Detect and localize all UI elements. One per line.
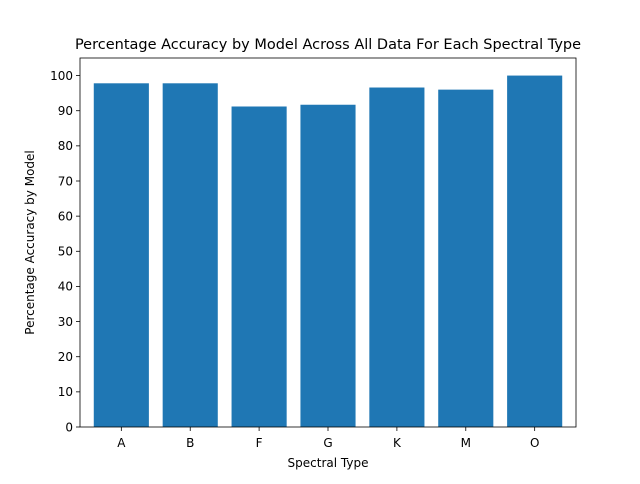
- x-tick-label: O: [530, 436, 539, 450]
- y-tick-label: 30: [58, 315, 73, 329]
- x-axis-label: Spectral Type: [288, 456, 369, 470]
- bar-G: [300, 104, 356, 428]
- chart-title: Percentage Accuracy by Model Across All …: [75, 37, 581, 53]
- y-tick-label: 100: [50, 69, 73, 83]
- bar-K: [369, 87, 425, 428]
- y-tick-label: 90: [58, 104, 73, 118]
- y-tick-label: 10: [58, 385, 73, 399]
- y-tick-label: 20: [58, 350, 73, 364]
- y-tick-label: 80: [58, 139, 73, 153]
- bar-B: [162, 83, 218, 427]
- x-tick-label: K: [393, 436, 402, 450]
- x-tick-label: F: [256, 436, 263, 450]
- bar-F: [231, 106, 287, 428]
- x-tick-label: M: [461, 436, 471, 450]
- y-tick-label: 70: [58, 174, 73, 188]
- y-axis-label: Percentage Accuracy by Model: [23, 150, 37, 334]
- y-tick-label: 40: [58, 280, 73, 294]
- plot-frame: [79, 57, 577, 428]
- x-tick-label: B: [186, 436, 194, 450]
- y-tick-label: 50: [58, 245, 73, 259]
- bar-O: [507, 75, 563, 428]
- bars-group: [93, 75, 563, 428]
- bar-A: [93, 83, 149, 427]
- y-axis: 0 10 20 30 40 50 60 70 80 90 100: [50, 69, 80, 434]
- x-tick-label: G: [323, 436, 332, 450]
- y-tick-label: 0: [65, 420, 73, 434]
- x-tick-label: A: [117, 436, 126, 450]
- bar-M: [438, 89, 494, 427]
- y-tick-label: 60: [58, 209, 73, 223]
